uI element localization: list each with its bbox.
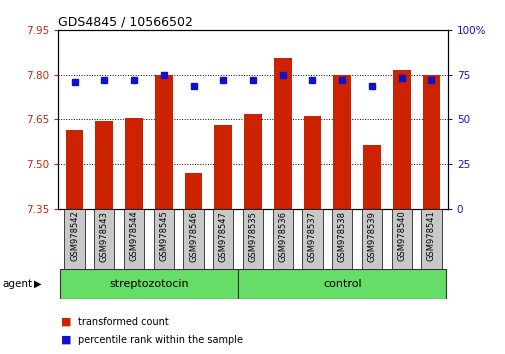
Bar (302, 209, 322, 269)
Text: ■: ■ (61, 335, 71, 345)
Bar (331, 209, 351, 269)
Bar (392, 70, 410, 209)
Text: GSM978537: GSM978537 (308, 211, 316, 262)
Text: agent: agent (3, 279, 33, 289)
Text: GSM978541: GSM978541 (426, 211, 435, 261)
Bar (95, 121, 113, 209)
Text: ▶: ▶ (34, 279, 42, 289)
Text: GSM978535: GSM978535 (248, 211, 257, 262)
Bar (94, 209, 114, 269)
Bar (214, 125, 232, 209)
Text: transformed count: transformed count (78, 317, 169, 327)
Bar (154, 209, 174, 269)
Bar (361, 209, 381, 269)
Bar (213, 209, 233, 269)
Bar (155, 75, 172, 209)
Text: GDS4845 / 10566502: GDS4845 / 10566502 (58, 16, 193, 29)
Bar (66, 130, 83, 209)
Bar (333, 75, 350, 209)
Bar (60, 269, 238, 299)
Bar (184, 173, 202, 209)
Bar (125, 118, 143, 209)
Bar (64, 209, 84, 269)
Text: ■: ■ (61, 317, 71, 327)
Text: GSM978539: GSM978539 (367, 211, 376, 262)
Text: GSM978536: GSM978536 (278, 211, 287, 262)
Bar (238, 269, 445, 299)
Bar (272, 209, 292, 269)
Text: control: control (322, 279, 361, 289)
Bar (183, 209, 203, 269)
Bar (362, 145, 380, 209)
Bar (273, 58, 291, 209)
Text: GSM978547: GSM978547 (218, 211, 227, 262)
Bar (242, 209, 263, 269)
Bar (391, 209, 411, 269)
Text: GSM978540: GSM978540 (396, 211, 406, 261)
Text: GSM978545: GSM978545 (159, 211, 168, 261)
Text: GSM978544: GSM978544 (129, 211, 138, 261)
Bar (124, 209, 144, 269)
Text: GSM978543: GSM978543 (99, 211, 109, 262)
Text: percentile rank within the sample: percentile rank within the sample (78, 335, 243, 345)
Bar (421, 209, 441, 269)
Text: streptozotocin: streptozotocin (109, 279, 188, 289)
Bar (243, 114, 262, 209)
Text: GSM978542: GSM978542 (70, 211, 79, 261)
Bar (422, 75, 439, 209)
Bar (303, 116, 321, 209)
Text: GSM978546: GSM978546 (189, 211, 197, 262)
Text: GSM978538: GSM978538 (337, 211, 346, 262)
